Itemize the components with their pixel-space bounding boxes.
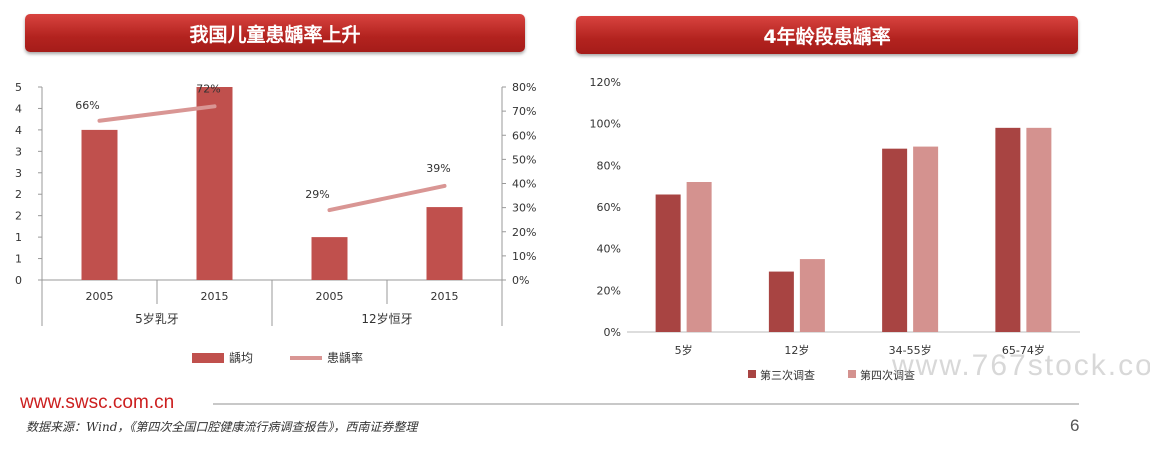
caries-index-bar <box>311 237 348 280</box>
x-category-label: 2015 <box>201 290 229 303</box>
left-tick-label: 1 <box>15 253 22 266</box>
third-survey-bar <box>655 194 681 332</box>
right-y-tick-label: 80% <box>597 159 621 172</box>
right-legend-swatch <box>848 370 856 378</box>
right-tick-label: 60% <box>512 129 536 142</box>
right-tick-label: 70% <box>512 105 536 118</box>
right-x-category-label: 34-55岁 <box>889 343 932 357</box>
x-category-label: 2015 <box>431 290 459 303</box>
caries-rate-line <box>97 104 217 123</box>
caries-rate-line <box>327 183 447 213</box>
fourth-survey-bar <box>799 259 825 332</box>
group-label: 5岁乳牙 <box>135 311 179 326</box>
caries-index-bar <box>81 129 118 280</box>
fourth-survey-bar <box>686 182 712 332</box>
rate-data-label: 72% <box>196 82 220 95</box>
caries-index-bar <box>196 87 233 280</box>
left-tick-label: 4 <box>15 124 22 137</box>
right-x-category-label: 12岁 <box>784 343 809 357</box>
fourth-survey-bar <box>913 146 939 332</box>
caries-dual-axis-chart: 01122334450%10%20%30%40%50%60%70%80%2005… <box>15 81 536 365</box>
left-tick-label: 2 <box>15 210 22 223</box>
right-y-tick-label: 120% <box>590 76 621 89</box>
footer-divider <box>213 403 1079 405</box>
right-tick-label: 50% <box>512 153 536 166</box>
legend-label-line: 患龋率 <box>327 350 363 365</box>
right-x-category-label: 65-74岁 <box>1002 343 1045 357</box>
left-tick-label: 5 <box>15 81 22 94</box>
left-tick-label: 1 <box>15 231 22 244</box>
website-link[interactable]: www.swsc.com.cn <box>20 392 175 413</box>
source-note: 数据来源：Wind，《第四次全国口腔健康流行病调查报告》，西南证券整理 <box>26 420 418 434</box>
third-survey-bar <box>882 148 908 332</box>
rate-data-label: 29% <box>305 188 329 201</box>
left-tick-label: 2 <box>15 188 22 201</box>
third-survey-bar <box>768 271 794 332</box>
rate-data-label: 39% <box>426 162 450 175</box>
right-y-tick-label: 60% <box>597 201 621 214</box>
legend-label-bar: 龋均 <box>229 350 253 365</box>
left-tick-label: 4 <box>15 102 22 115</box>
right-tick-label: 20% <box>512 226 536 239</box>
page-number: 6 <box>1070 416 1080 435</box>
group-label: 12岁恒牙 <box>361 311 412 326</box>
right-y-tick-label: 40% <box>597 243 621 256</box>
right-tick-label: 0% <box>512 274 529 287</box>
right-legend-label: 第四次调查 <box>860 368 915 382</box>
left-chart-title-banner: 我国儿童患龋率上升 <box>25 14 525 52</box>
third-survey-bar <box>995 127 1021 332</box>
right-y-tick-label: 20% <box>597 284 621 297</box>
x-category-label: 2005 <box>86 290 114 303</box>
right-x-category-label: 5岁 <box>675 343 693 357</box>
left-tick-label: 3 <box>15 145 22 158</box>
caries-index-bar <box>426 207 463 280</box>
right-tick-label: 80% <box>512 81 536 94</box>
fourth-survey-bar <box>1026 127 1052 332</box>
right-tick-label: 10% <box>512 250 536 263</box>
right-legend-swatch <box>748 370 756 378</box>
rate-data-label: 66% <box>75 99 99 112</box>
right-y-tick-label: 100% <box>590 118 621 131</box>
left-tick-label: 3 <box>15 167 22 180</box>
right-chart-title: 4年龄段患龋率 <box>763 25 891 48</box>
legend-swatch-bar <box>192 353 224 363</box>
age-group-caries-chart: 0% 20% 40% 60% 80% 100% 120% 5岁 12岁 34-55岁 65-74岁第… <box>590 76 1080 382</box>
right-tick-label: 40% <box>512 178 536 191</box>
right-legend-label: 第三次调查 <box>760 368 815 382</box>
x-category-label: 2005 <box>316 290 344 303</box>
right-tick-label: 30% <box>512 202 536 215</box>
left-chart-title: 我国儿童患龋率上升 <box>189 23 361 46</box>
watermark-text: www.767stock.com <box>892 349 1150 382</box>
left-tick-label: 0 <box>15 274 22 287</box>
right-chart-title-banner: 4年龄段患龋率 <box>576 16 1078 54</box>
right-y-tick-label: 0% <box>604 326 621 339</box>
